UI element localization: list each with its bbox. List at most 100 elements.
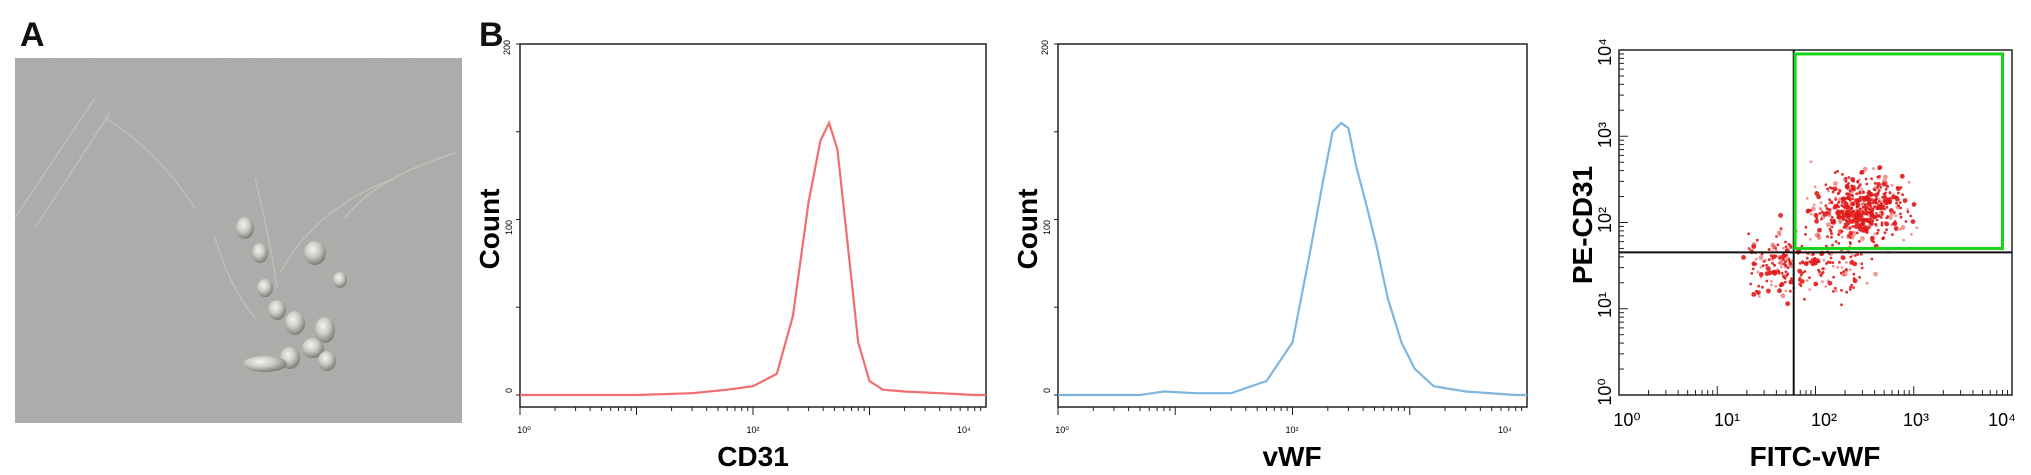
- scatter-point: [1857, 199, 1861, 203]
- scatter-point: [1820, 272, 1824, 275]
- scatter-point: [1851, 197, 1854, 201]
- scatter-point: [1801, 261, 1805, 265]
- scatter-point: [1812, 263, 1816, 267]
- scatter-point: [1901, 193, 1904, 197]
- scatter-point: [1764, 271, 1770, 276]
- scatter-point: [1878, 200, 1881, 203]
- scatter-point: [1873, 188, 1877, 192]
- scatter-point: [1880, 213, 1884, 216]
- scatter-point: [1777, 270, 1781, 274]
- scatter-point: [1788, 279, 1794, 285]
- scatter-point: [1756, 270, 1760, 274]
- scatter-point: [1857, 178, 1861, 182]
- scatter-point: [1858, 223, 1862, 226]
- scatter-point: [1830, 235, 1833, 239]
- scatter-point: [1790, 277, 1793, 281]
- scatter-point: [1784, 289, 1788, 293]
- scatter-point: [1776, 243, 1780, 247]
- scatter-point: [1818, 273, 1822, 276]
- scatter-point: [1876, 231, 1879, 235]
- scatter-point: [1809, 160, 1813, 164]
- scatter-point: [1867, 207, 1871, 211]
- scatter-point: [1828, 261, 1832, 264]
- y-axis-label: Count: [474, 189, 505, 270]
- scatter-point: [1883, 200, 1889, 206]
- scatter-point: [1782, 257, 1785, 261]
- scatter-point: [1877, 189, 1881, 192]
- scatter-point: [1830, 201, 1834, 205]
- scatter-point: [1864, 177, 1868, 181]
- cell-fibers: [15, 97, 456, 319]
- scatter-point: [1871, 201, 1874, 205]
- scatter-point: [1855, 209, 1859, 213]
- scatter-point: [1886, 185, 1890, 188]
- scatter-point: [1865, 281, 1869, 285]
- scatter-point: [1885, 205, 1889, 209]
- scatter-point: [1852, 179, 1855, 183]
- scatter-point: [1751, 292, 1757, 297]
- scatter-point: [1865, 195, 1869, 199]
- scatter-point: [1876, 228, 1880, 232]
- scatter-point: [1840, 204, 1844, 207]
- scatter-point: [1757, 284, 1761, 288]
- scatter-point: [1850, 201, 1856, 207]
- scatter-point: [1852, 278, 1858, 284]
- scatter-point: [1861, 190, 1865, 194]
- scatter-point: [1780, 265, 1783, 269]
- scatter-point: [1853, 188, 1856, 192]
- scatter-point: [1754, 262, 1758, 266]
- scatter-point: [1877, 215, 1881, 219]
- scatter-point: [1899, 206, 1903, 210]
- scatter-point: [1844, 218, 1848, 222]
- scatter-point: [1825, 262, 1828, 265]
- scatter-point: [1844, 273, 1848, 276]
- scatter-point: [1818, 212, 1822, 215]
- scatter-point: [1845, 209, 1850, 215]
- scatter-point: [1845, 270, 1848, 274]
- scatter-point: [1777, 271, 1781, 275]
- scatter-point: [1869, 210, 1873, 214]
- scatter-point: [1882, 178, 1887, 184]
- scatter-point: [1868, 220, 1871, 224]
- scatter-point: [1909, 214, 1913, 218]
- scatter-point: [1771, 258, 1775, 262]
- scatter-point: [1887, 197, 1892, 203]
- scatter-point: [1815, 258, 1820, 263]
- scatter-point: [1877, 206, 1881, 210]
- scatter-point: [1880, 221, 1884, 225]
- scatter-point: [1907, 181, 1911, 184]
- scatter-point: [1785, 274, 1789, 277]
- scatter-point: [1904, 220, 1908, 223]
- scatter-point: [1860, 211, 1866, 217]
- scatter-point: [1815, 216, 1819, 220]
- scatter-point: [1838, 221, 1842, 225]
- scatter-point: [1819, 201, 1823, 205]
- scatter-point: [1771, 261, 1774, 265]
- scatter-point: [1902, 198, 1908, 204]
- x-tick-label: 10¹: [1714, 410, 1740, 430]
- scatter-point: [1824, 285, 1828, 288]
- scatter-point: [1858, 275, 1861, 279]
- scatter-point: [1849, 285, 1852, 289]
- scatter-point: [1883, 207, 1886, 211]
- x-tick-label: 10⁴: [957, 425, 971, 435]
- scatter-point: [1799, 273, 1803, 277]
- histogram-cd31: 200 100 0 10⁰ 10² 10⁴ Count CD31: [474, 40, 987, 472]
- scatter-point: [1877, 214, 1880, 217]
- scatter-point: [1801, 271, 1805, 275]
- scatter-point: [1855, 231, 1859, 235]
- scatter-point: [1840, 255, 1846, 260]
- scatter-point: [1865, 204, 1870, 210]
- scatter-point: [1782, 252, 1785, 256]
- scatter-point: [1777, 288, 1782, 294]
- scatter-point: [1836, 169, 1839, 173]
- scatter-point: [1863, 203, 1867, 207]
- scatter-point: [1838, 260, 1841, 264]
- scatter-point: [1785, 253, 1788, 257]
- scatter-point: [1826, 235, 1829, 239]
- scatter-point: [1880, 216, 1883, 219]
- y-tick-label: 200: [1040, 40, 1050, 55]
- scatter-point: [1873, 205, 1876, 209]
- scatter-point: [1858, 209, 1862, 213]
- scatter-point: [1899, 173, 1905, 179]
